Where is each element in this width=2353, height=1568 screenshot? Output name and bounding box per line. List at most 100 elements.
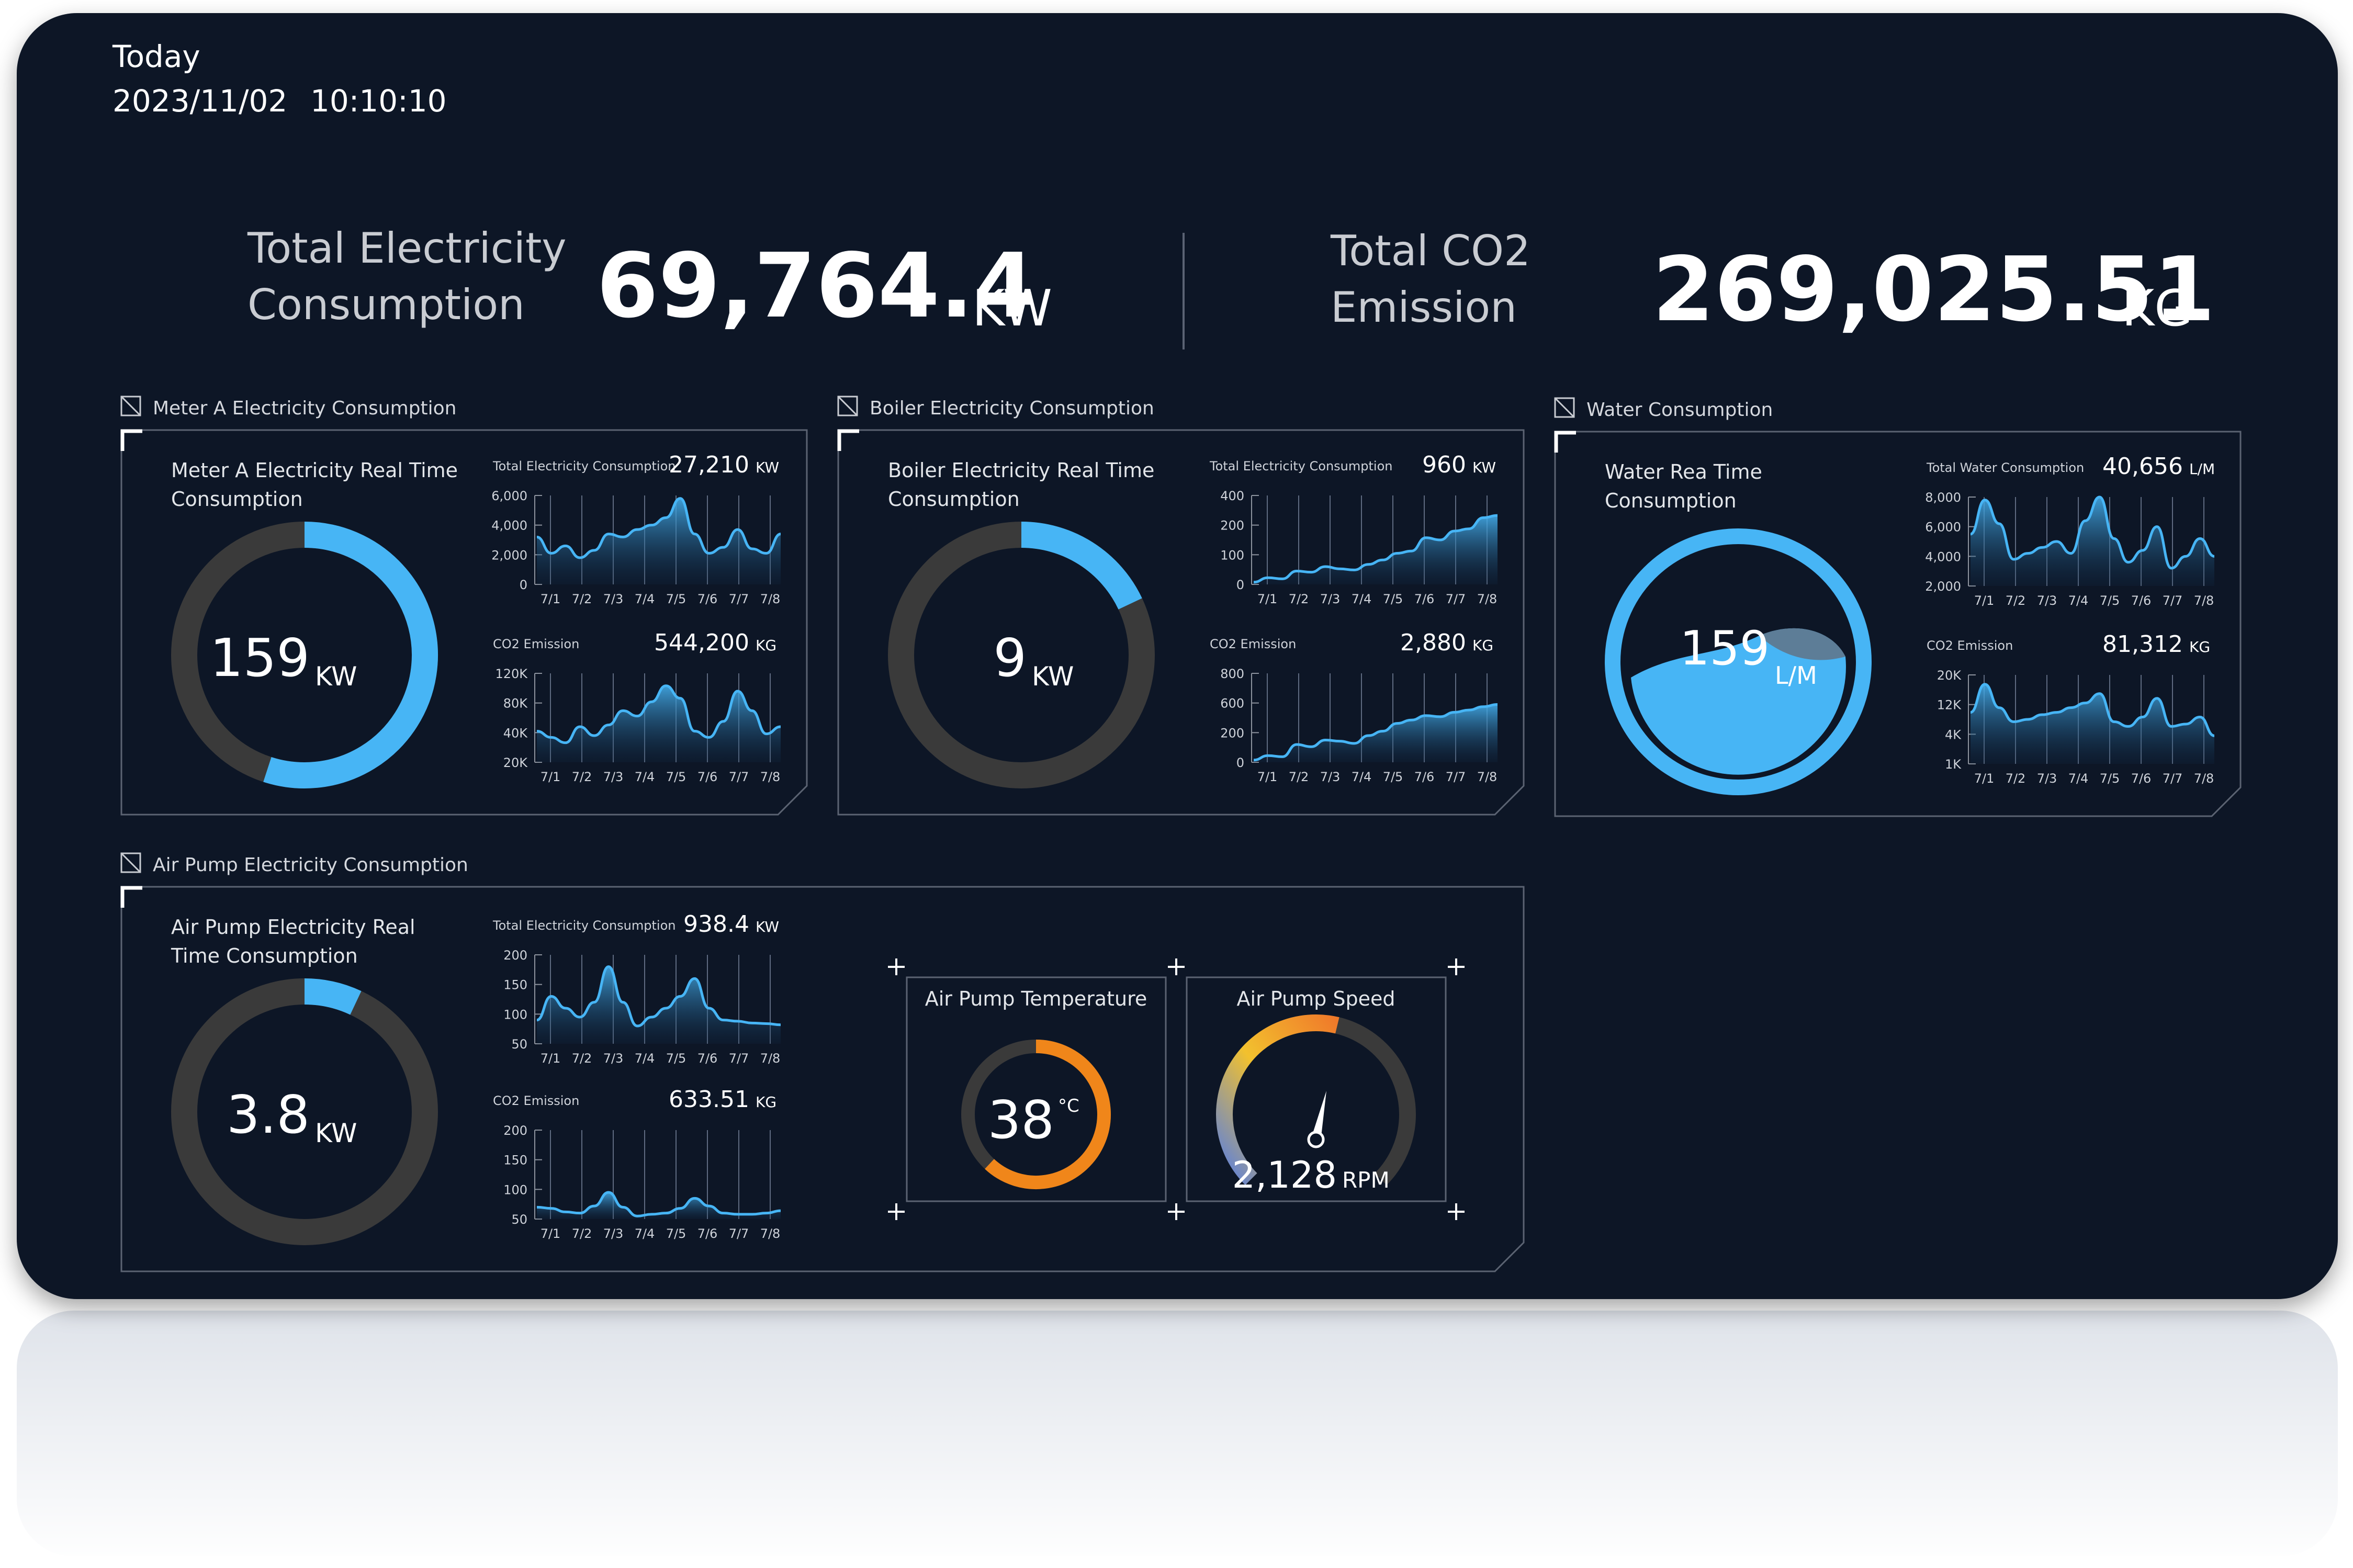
air_pump-realtime-title-2: Time Consumption xyxy=(171,944,358,967)
meter_a-chart1-x-label: 7/6 xyxy=(697,592,718,606)
boiler-icon xyxy=(837,396,858,416)
boiler-gauge-fill xyxy=(1021,522,1142,610)
meter_a-title: Meter A Electricity Consumption xyxy=(153,398,456,419)
boiler-chart1-x-label: 7/5 xyxy=(1383,592,1403,606)
current-date: 2023/11/02 xyxy=(112,83,287,119)
air_pump-chart1-unit: KW xyxy=(756,918,779,935)
water-realtime-title-2: Consumption xyxy=(1605,489,1737,512)
air_pump-chart1-tick-label: 200 xyxy=(503,948,527,963)
meter_a-chart1-x-label: 7/2 xyxy=(572,592,592,606)
boiler-chart2-tick-label: 800 xyxy=(1220,667,1244,681)
air_pump-chart2-value: 633.51 xyxy=(669,1086,749,1113)
boiler-chart2-label: CO2 Emission xyxy=(1210,637,1296,651)
meter_a-chart1-value: 27,210 xyxy=(669,452,749,478)
air_pump-frame-corner-mark xyxy=(120,886,142,908)
boiler-chart1-tick-label: 200 xyxy=(1220,518,1244,533)
water-gauge-value: 159 xyxy=(1680,621,1770,676)
water-chart2-x-label: 7/7 xyxy=(2163,771,2183,786)
boiler-gauge-value: 9 xyxy=(993,627,1027,689)
air_pump-chart1-x-label: 7/4 xyxy=(635,1051,655,1066)
air_pump-gauge-fill xyxy=(304,978,362,1015)
air_pump-gauge-unit: KW xyxy=(315,1118,357,1148)
meter_a-chart1-x-label: 7/3 xyxy=(603,592,624,606)
water-chart2-x-label: 7/2 xyxy=(2006,771,2026,786)
speed-label: Air Pump Speed xyxy=(1237,987,1395,1010)
air_pump-chart1-x-label: 7/8 xyxy=(760,1051,781,1066)
water-chart1-x-label: 7/6 xyxy=(2131,593,2152,608)
water-frame-corner-mark xyxy=(1554,431,1576,453)
boiler-frame-border xyxy=(837,429,1525,816)
water-chart1-series-line xyxy=(1969,495,2215,570)
boiler-chart2-x-label: 7/7 xyxy=(1446,770,1466,784)
meter_a-chart2-tick-label: 80K xyxy=(503,696,528,711)
water-chart1-x-label: 7/2 xyxy=(2006,593,2026,608)
temperature-value: 38 xyxy=(988,1089,1054,1150)
water-chart2-label: CO2 Emission xyxy=(1927,638,2013,653)
boiler-chart1-unit: KW xyxy=(1472,459,1496,476)
water-chart1-value: 40,656 xyxy=(2102,453,2183,480)
air_pump-chart1-value: 938.4 xyxy=(683,911,749,938)
speed-fill xyxy=(1216,1014,1339,1186)
speed-needle xyxy=(1312,1091,1326,1136)
water-panel: Water Consumption Water Rea Time Consumpti… xyxy=(1554,397,2242,817)
today-label: Today xyxy=(112,39,200,74)
boiler-chart1-tick-label: 400 xyxy=(1220,489,1244,503)
air_pump-chart1-x-label: 7/1 xyxy=(541,1051,561,1066)
boiler-chart2-unit: KG xyxy=(1472,637,1493,654)
air_pump-chart2-x-label: 7/8 xyxy=(760,1226,781,1241)
meter_a-chart2-tick-label: 40K xyxy=(503,726,528,740)
meter_a-chart2-area xyxy=(537,685,781,762)
boiler-chart1-x-label: 7/3 xyxy=(1320,592,1341,606)
boiler-chart2-x-label: 7/5 xyxy=(1383,770,1403,784)
water-gauge-unit: L/M xyxy=(1775,661,1817,690)
meter_a-chart2-tick-label: 20K xyxy=(503,755,528,770)
meter_a-chart1-x-label: 7/4 xyxy=(635,592,655,606)
air_pump-chart1-x-label: 7/2 xyxy=(572,1051,592,1066)
total-electricity-unit: KW xyxy=(972,280,1052,337)
meter_a-chart2-x-label: 7/4 xyxy=(635,770,655,784)
meter_a-chart1-x-label: 7/8 xyxy=(760,592,781,606)
current-time: 10:10:10 xyxy=(310,83,447,119)
total-electricity-value: 69,764.4 xyxy=(596,234,1035,338)
meter_a-chart1-area xyxy=(537,498,781,584)
water-chart2-x-label: 7/3 xyxy=(2037,771,2057,786)
speed-box-border xyxy=(1186,976,1447,1202)
air_pump-realtime-title-1: Air Pump Electricity Real xyxy=(171,916,415,939)
total-electricity-title-2: Consumption xyxy=(247,280,525,329)
reflection xyxy=(17,1311,2338,1566)
air_pump-chart2-label: CO2 Emission xyxy=(493,1093,579,1108)
water-chart2-unit: KG xyxy=(2189,638,2210,656)
meter_a-chart1-x-label: 7/7 xyxy=(729,592,749,606)
total-co2-title-2: Emission xyxy=(1331,283,1517,332)
meter_a-frame-corner-mark xyxy=(120,429,142,451)
meter_a-chart2-tick-label: 120K xyxy=(495,667,528,681)
total-co2-title-1: Total CO2 xyxy=(1330,227,1530,275)
meter_a-realtime-title-1: Meter A Electricity Real Time xyxy=(171,459,458,482)
meter_a-chart2-x-label: 7/5 xyxy=(666,770,686,784)
meter_a-chart2-x-label: 7/6 xyxy=(697,770,718,784)
meter_a-gauge-value: 159 xyxy=(210,627,310,689)
air_pump-chart1-x-label: 7/6 xyxy=(697,1051,718,1066)
water-chart2-x-label: 7/4 xyxy=(2068,771,2089,786)
boiler-realtime-title-1: Boiler Electricity Real Time xyxy=(888,459,1154,482)
water-chart1-x-label: 7/1 xyxy=(1974,593,1995,608)
water-chart2-value: 81,312 xyxy=(2102,631,2183,658)
meter_a-chart2-x-label: 7/8 xyxy=(760,770,781,784)
water-chart1-x-label: 7/5 xyxy=(2100,593,2120,608)
meter_a-chart2-x-label: 7/2 xyxy=(572,770,592,784)
meter_a-chart2-x-label: 7/1 xyxy=(541,770,561,784)
meter_a-chart1-x-label: 7/1 xyxy=(541,592,561,606)
corner-plus-icon xyxy=(1168,958,1185,975)
boiler-chart1-x-label: 7/7 xyxy=(1446,592,1466,606)
water-chart1-tick-label: 2,000 xyxy=(1925,579,1961,594)
boiler-chart1-tick-label: 0 xyxy=(1236,578,1244,592)
air_pump-chart2-x-label: 7/7 xyxy=(729,1226,749,1241)
boiler-chart1-series-line xyxy=(1253,514,1498,584)
water-title: Water Consumption xyxy=(1586,399,1773,421)
water-wave-fill xyxy=(1631,628,1846,775)
meter_a-chart1-tick-label: 6,000 xyxy=(491,489,527,503)
temperature-fill xyxy=(985,1040,1111,1189)
boiler-chart1-x-label: 7/1 xyxy=(1257,592,1278,606)
corner-plus-icon xyxy=(1168,1203,1185,1220)
